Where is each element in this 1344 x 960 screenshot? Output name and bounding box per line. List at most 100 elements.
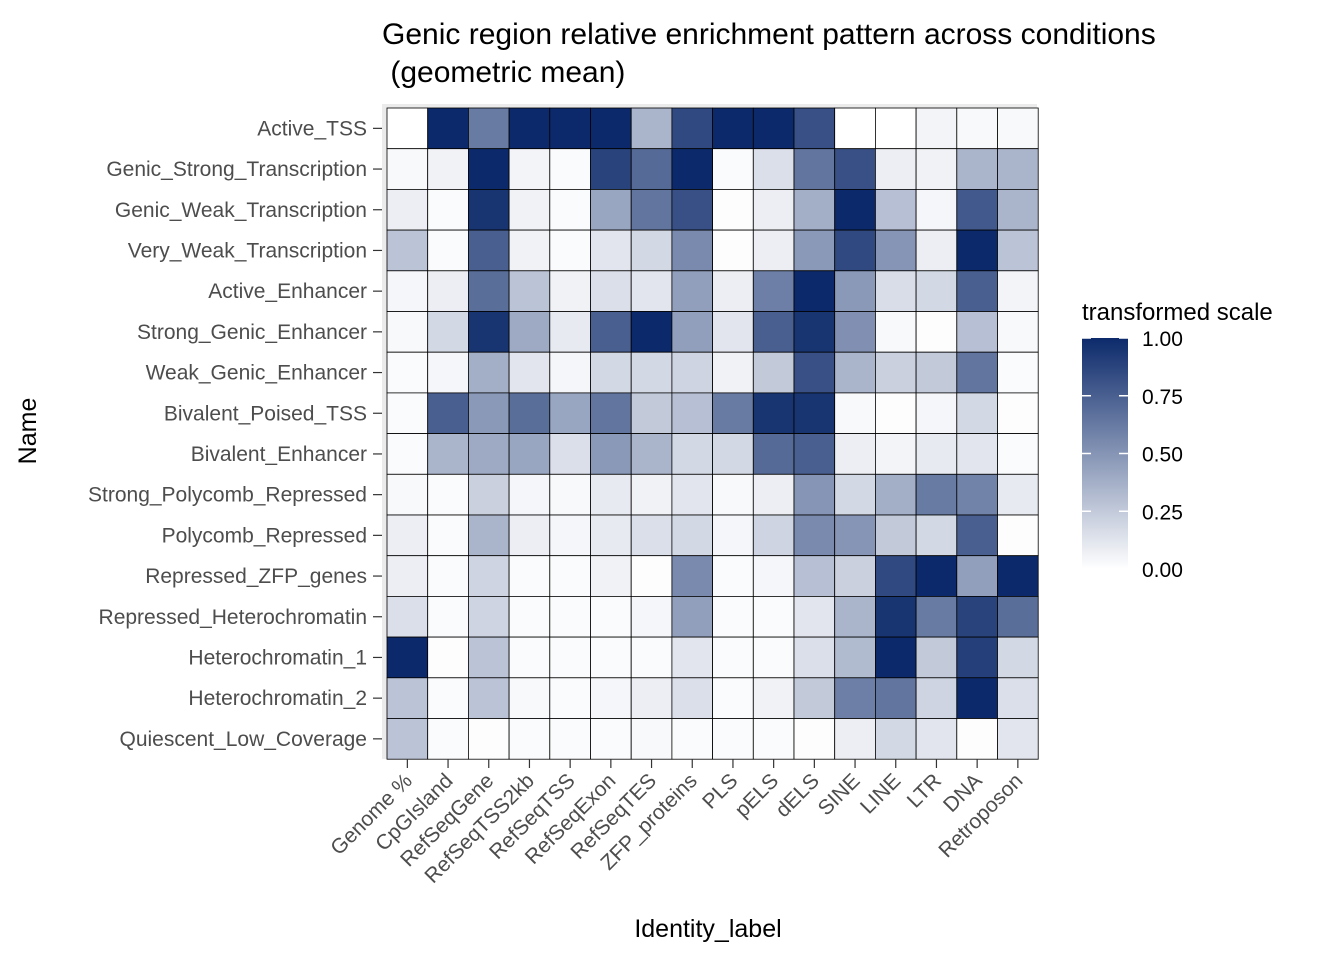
heatmap-cells <box>386 107 1039 760</box>
legend-tick-label: 1.00 <box>1142 328 1183 351</box>
heatmap-cell <box>956 311 998 353</box>
heatmap-cell <box>671 555 714 597</box>
x-tick-label: dELS <box>771 769 824 822</box>
legend-tick-label: 0.25 <box>1142 501 1183 524</box>
heatmap-cell <box>834 636 876 679</box>
heatmap-cell <box>712 107 754 150</box>
heatmap-cell <box>467 596 510 638</box>
heatmap-cell <box>834 433 876 475</box>
heatmap-cell <box>386 188 429 231</box>
heatmap-cell <box>875 188 917 231</box>
heatmap-cell <box>508 107 551 150</box>
heatmap-cell <box>508 351 551 394</box>
heatmap-cell <box>997 392 1039 434</box>
heatmap-cell <box>875 311 917 353</box>
heatmap-cell <box>752 636 795 679</box>
heatmap-cell <box>834 148 876 190</box>
heatmap-cell <box>834 107 876 150</box>
heatmap-cell <box>467 718 510 760</box>
heatmap-cell <box>467 351 510 394</box>
heatmap-cell <box>997 107 1039 150</box>
heatmap-cell <box>793 555 836 597</box>
heatmap-cell <box>549 433 591 475</box>
heatmap-cell <box>915 433 958 475</box>
heatmap-cell <box>997 229 1039 272</box>
heatmap-cell <box>997 351 1039 394</box>
heatmap-cell <box>427 148 469 190</box>
heatmap-cell <box>875 351 917 394</box>
heatmap-cell <box>834 229 876 272</box>
heatmap-cell <box>712 392 754 434</box>
heatmap-cell <box>549 188 591 231</box>
heatmap-cell <box>427 311 469 353</box>
heatmap-cell <box>467 433 510 475</box>
heatmap-cell <box>793 107 836 150</box>
heatmap-cell <box>508 229 551 272</box>
heatmap-cell <box>630 718 673 760</box>
heatmap-cell <box>997 473 1039 516</box>
heatmap-cell <box>467 677 510 719</box>
heatmap-cell <box>997 311 1039 353</box>
heatmap-cell <box>875 514 917 557</box>
heatmap-cell <box>793 718 836 760</box>
y-tick-label: Genic_Strong_Transcription <box>106 158 367 181</box>
heatmap-cell <box>590 148 632 190</box>
heatmap-cell <box>467 636 510 679</box>
heatmap-cell <box>386 107 429 150</box>
heatmap-cell <box>590 514 632 557</box>
heatmap-cell <box>712 718 754 760</box>
heatmap-cell <box>752 392 795 434</box>
heatmap-cell <box>752 718 795 760</box>
heatmap-cell <box>956 555 998 597</box>
heatmap-cell <box>671 351 714 394</box>
heatmap-cell <box>793 392 836 434</box>
heatmap-cell <box>549 636 591 679</box>
heatmap-cell <box>508 718 551 760</box>
heatmap-cell <box>549 107 591 150</box>
heatmap-cell <box>712 351 754 394</box>
heatmap-cell <box>386 636 429 679</box>
heatmap-cell <box>875 270 917 312</box>
y-axis-title: Name <box>14 398 42 465</box>
heatmap-cell <box>467 148 510 190</box>
heatmap-cell <box>915 677 958 719</box>
heatmap-cell <box>834 555 876 597</box>
heatmap-cell <box>427 718 469 760</box>
heatmap-cell <box>793 188 836 231</box>
heatmap-cell <box>671 270 714 312</box>
heatmap-cell <box>752 107 795 150</box>
heatmap-cell <box>752 270 795 312</box>
heatmap-cell <box>997 596 1039 638</box>
heatmap-cell <box>997 148 1039 190</box>
heatmap-cell <box>752 677 795 719</box>
heatmap-cell <box>590 677 632 719</box>
heatmap-cell <box>712 473 754 516</box>
x-tick-label: LINE <box>856 769 905 818</box>
heatmap-cell <box>997 555 1039 597</box>
legend-ticks: 0.00 0.25 0.50 0.75 1.00 <box>1082 328 1183 582</box>
heatmap-cell <box>508 677 551 719</box>
heatmap-cell <box>590 107 632 150</box>
heatmap-cell <box>915 148 958 190</box>
heatmap-cell <box>467 473 510 516</box>
y-tick-label: Bivalent_Poised_TSS <box>164 402 367 425</box>
heatmap-cell <box>915 392 958 434</box>
heatmap-cell <box>386 555 429 597</box>
heatmap-cell <box>956 148 998 190</box>
heatmap-cell <box>549 596 591 638</box>
heatmap-cell <box>712 636 754 679</box>
heatmap-cell <box>834 270 876 312</box>
y-tick-label: Strong_Polycomb_Repressed <box>88 484 367 507</box>
heatmap-cell <box>793 270 836 312</box>
heatmap-cell <box>712 596 754 638</box>
chart-title-line-2: (geometric mean) <box>382 56 625 89</box>
heatmap-cell <box>712 188 754 231</box>
heatmap-cell <box>508 555 551 597</box>
heatmap-cell <box>590 188 632 231</box>
chart-title-line-1: Genic region relative enrichment pattern… <box>382 18 1156 51</box>
heatmap-cell <box>590 311 632 353</box>
heatmap-cell <box>793 677 836 719</box>
y-tick-label: Quiescent_Low_Coverage <box>120 728 368 751</box>
heatmap-cell <box>508 596 551 638</box>
